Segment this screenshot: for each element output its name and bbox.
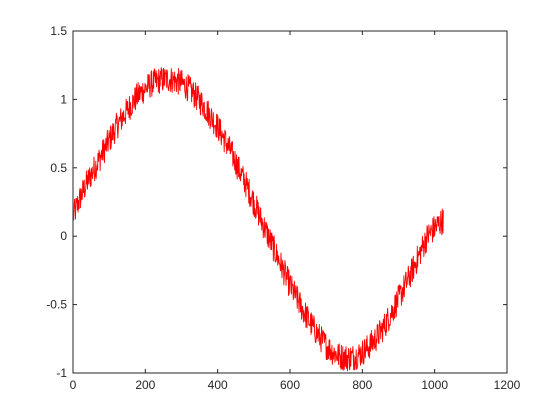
x-tick-label: 800: [352, 378, 372, 392]
x-tick-label: 0: [70, 378, 77, 392]
x-tick-label: 600: [280, 378, 300, 392]
y-tick-label: -0.5: [46, 298, 67, 312]
x-tick-label: 1000: [421, 378, 448, 392]
x-tick-label: 1200: [494, 378, 521, 392]
x-tick-label: 200: [135, 378, 155, 392]
axis-ticks: 0 200 400 600 800 1000 1200 -1 -0.5 0 0.5 1 1.5: [46, 24, 520, 392]
series-layer: [72, 67, 444, 372]
x-tick-label: 400: [208, 378, 228, 392]
y-tick-label: 1: [60, 92, 67, 106]
y-tick-label: 0.5: [50, 161, 67, 175]
y-tick-label: -1: [56, 366, 67, 380]
y-tick-label: 1.5: [50, 24, 67, 38]
series-line: [72, 67, 444, 372]
y-tick-label: 0: [60, 229, 67, 243]
